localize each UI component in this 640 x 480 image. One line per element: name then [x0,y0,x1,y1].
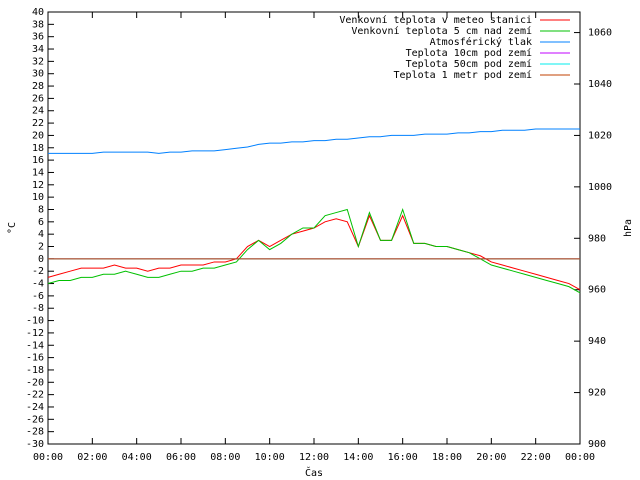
y2-tick-label: 1040 [588,79,612,90]
y-tick-label: 16 [32,155,44,166]
data-line [47,207,581,294]
x-tick-label: 10:00 [255,452,285,463]
legend-label: Teplota 1 metr pod zemí [394,69,532,81]
y-tick-label: 18 [32,143,44,154]
y-tick-label: 22 [32,118,44,129]
y-tick-label: -18 [26,365,44,376]
y2-tick-label: 980 [588,233,606,244]
x-tick-label: 08:00 [210,452,240,463]
legend-label: Teplota 50cm pod zemí [406,58,532,70]
y-tick-label: 8 [38,204,44,215]
y-tick-label: 28 [32,81,44,92]
y-tick-label: 10 [32,192,44,203]
x-tick-label: 14:00 [343,452,373,463]
y-tick-label: -22 [26,390,44,401]
data-line [47,214,581,291]
y-tick-label: 32 [32,56,44,67]
y2-axis-label: hPa [623,219,634,237]
y2-tick-label: 1020 [588,130,612,141]
legend-label: Venkovní teplota v meteo stanici [339,14,532,26]
y-tick-label: 4 [38,229,44,240]
x-tick-label: 18:00 [432,452,462,463]
y-tick-label: 36 [32,32,44,43]
y-tick-label: -20 [26,377,44,388]
x-tick-label: 00:00 [565,452,595,463]
x-tick-label: 12:00 [299,452,329,463]
x-tick-label: 06:00 [166,452,196,463]
y-tick-label: -8 [32,303,44,314]
y2-tick-label: 960 [588,285,606,296]
y2-tick-label: 940 [588,336,606,347]
y-tick-label: -24 [26,402,44,413]
plot-border [47,11,581,445]
y-tick-label: -2 [32,266,44,277]
y-tick-label: 26 [32,93,44,104]
y-tick-label: 40 [32,7,44,18]
y-tick-label: -6 [32,291,44,302]
y-axis-label: °C [7,222,18,234]
y-tick-label: -28 [26,427,44,438]
legend-label: Venkovní teplota 5 cm nad zemí [351,25,532,37]
y-tick-label: 20 [32,130,44,141]
data-line [48,128,580,154]
legend-label: Teplota 10cm pod zemí [406,47,532,59]
x-tick-label: 22:00 [521,452,551,463]
y2-tick-label: 1000 [588,182,612,193]
x-tick-label: 02:00 [77,452,107,463]
y-tick-label: -12 [26,328,44,339]
y-tick-label: -4 [32,279,44,290]
legend-label: Atmosférický tlak [430,36,532,48]
y2-tick-label: 1060 [588,28,612,39]
x-tick-label: 16:00 [388,452,418,463]
y-tick-label: 12 [32,180,44,191]
y-tick-label: -14 [26,340,44,351]
y-tick-label: 24 [32,106,44,117]
y-tick-label: 0 [38,254,44,265]
y-tick-label: -10 [26,316,44,327]
y-tick-label: -16 [26,353,44,364]
y-tick-label: -30 [26,439,44,450]
y-tick-label: 34 [32,44,44,55]
y-tick-label: 38 [32,19,44,30]
y-tick-label: 6 [38,217,44,228]
x-tick-label: 20:00 [476,452,506,463]
y-tick-label: 30 [32,69,44,80]
y-tick-label: -26 [26,414,44,425]
y2-tick-label: 920 [588,388,606,399]
x-tick-label: 04:00 [122,452,152,463]
x-tick-label: 00:00 [33,452,63,463]
x-axis-label: Čas [305,466,323,479]
y-tick-label: 14 [32,167,44,178]
y-tick-label: 2 [38,242,44,253]
y2-tick-label: 900 [588,439,606,450]
